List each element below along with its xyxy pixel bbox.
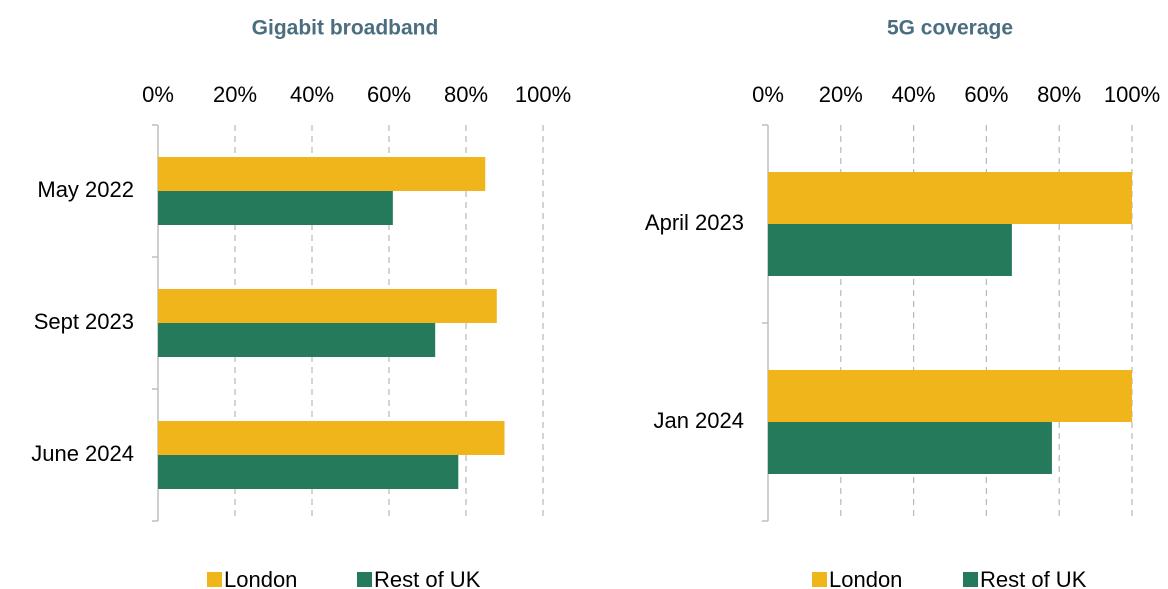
legend-swatch: [963, 572, 978, 587]
bar: [158, 289, 497, 323]
bar: [158, 455, 459, 489]
legend-swatch: [207, 572, 222, 587]
chart-title: 5G coverage: [887, 17, 1013, 40]
x-tick-label: 100%: [515, 82, 571, 107]
x-tick-label: 0%: [142, 82, 174, 107]
x-tick-label: 20%: [819, 82, 863, 107]
legend-label: Rest of UK: [374, 567, 481, 589]
y-tick-label: May 2022: [37, 177, 134, 202]
x-tick-label: 60%: [367, 82, 411, 107]
bar: [768, 172, 1132, 224]
legend-label: London: [224, 567, 297, 589]
x-tick-label: 80%: [1037, 82, 1081, 107]
bar: [158, 191, 393, 225]
bar: [768, 224, 1012, 276]
legend-label: Rest of UK: [980, 567, 1087, 589]
legend-swatch: [812, 572, 827, 587]
y-tick-label: June 2024: [31, 441, 134, 466]
chart-title: Gigabit broadband: [252, 17, 439, 40]
legend-swatch: [357, 572, 372, 587]
x-tick-label: 60%: [964, 82, 1008, 107]
x-tick-label: 0%: [752, 82, 784, 107]
x-tick-label: 100%: [1104, 82, 1160, 107]
bar: [158, 157, 486, 191]
y-tick-label: Sept 2023: [34, 309, 134, 334]
bar: [768, 370, 1132, 422]
bar: [158, 323, 436, 357]
bar: [768, 422, 1052, 474]
x-tick-label: 20%: [213, 82, 257, 107]
x-tick-label: 40%: [892, 82, 936, 107]
y-tick-label: April 2023: [645, 210, 744, 235]
x-tick-label: 80%: [444, 82, 488, 107]
bar: [158, 421, 505, 455]
y-tick-label: Jan 2024: [653, 408, 744, 433]
x-tick-label: 40%: [290, 82, 334, 107]
legend-label: London: [829, 567, 902, 589]
